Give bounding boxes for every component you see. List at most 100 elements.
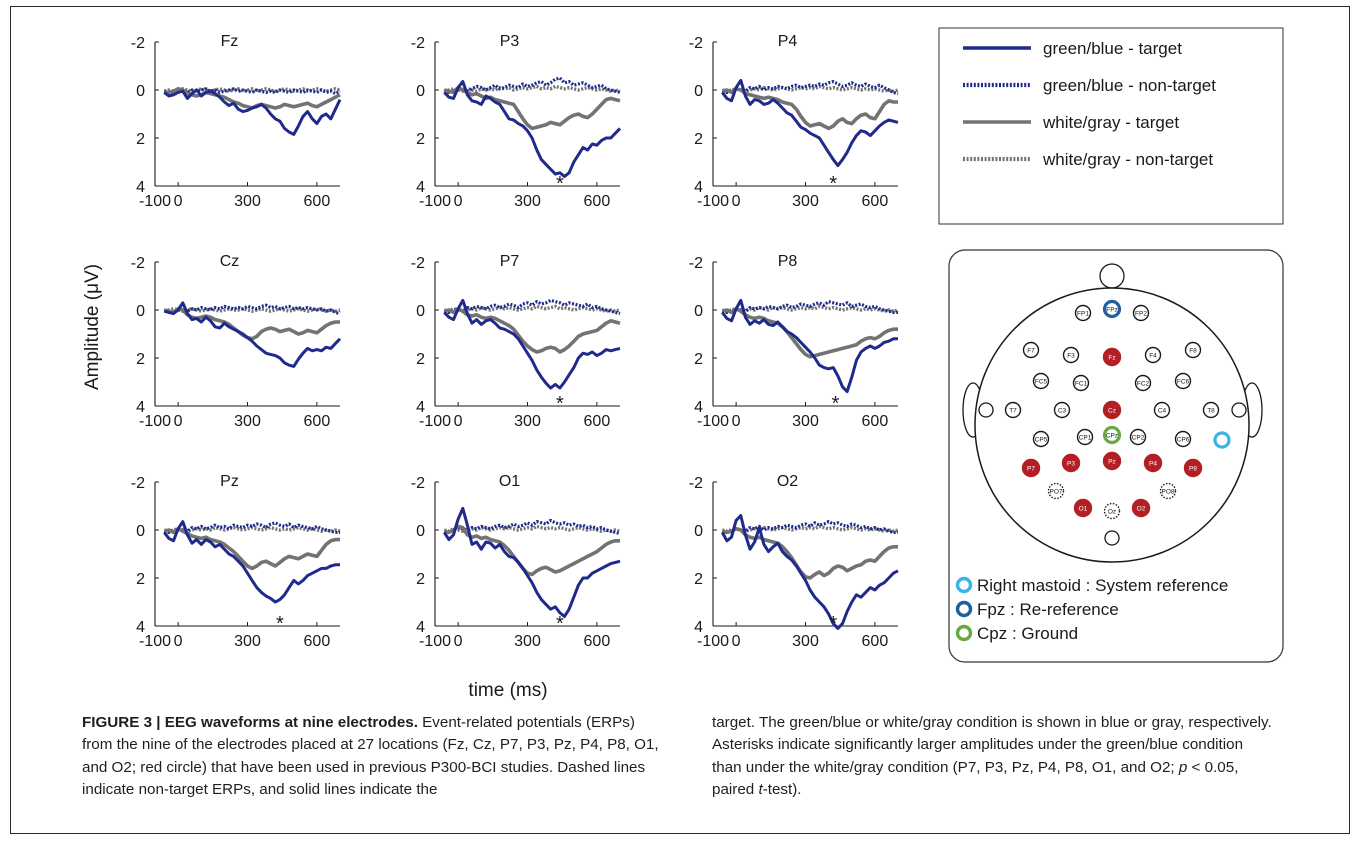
- electrode-label: F3: [1067, 352, 1075, 359]
- x-tick-label: -100: [419, 413, 451, 430]
- electrode-o1: O1: [1073, 498, 1093, 518]
- electrode-cz: Cz: [1102, 400, 1122, 420]
- electrode-marker: [1053, 401, 1071, 419]
- electrode-oz: Oz: [1103, 502, 1121, 520]
- reference-legend-icon: [955, 624, 973, 642]
- electrode-o2: O2: [1131, 498, 1151, 518]
- electrode-label: F8: [1189, 347, 1197, 354]
- x-tick-label: -100: [139, 633, 171, 650]
- y-tick-label: 2: [416, 131, 425, 148]
- electrode-label: FC2: [1137, 380, 1150, 387]
- electrode-label: O1: [1079, 505, 1088, 512]
- electrode-po7: PO7: [1047, 482, 1065, 500]
- significance-asterisk: *: [556, 393, 564, 415]
- white-gray-nontarget-line: [163, 307, 341, 313]
- reference-legend-label: Fpz : Re-reference: [977, 600, 1119, 619]
- electrode-c4: C4: [1153, 401, 1171, 419]
- caption-text-right-c: -test).: [762, 781, 802, 799]
- significance-asterisk: *: [832, 393, 840, 415]
- x-tick-label: 300: [792, 633, 819, 650]
- x-tick-label: 300: [792, 193, 819, 210]
- electrode-marker: [1022, 341, 1040, 359]
- white-gray-target-line: [163, 306, 340, 341]
- electrode-label: C3: [1058, 407, 1067, 414]
- green-blue-nontarget-line: [443, 76, 621, 95]
- electrode-label: P3: [1067, 460, 1075, 467]
- caption-text-left: Event-related potentials (ERPs) from the…: [82, 714, 659, 799]
- electrode-label: PO8: [1161, 488, 1174, 495]
- electrode-fc5: FC5: [1032, 372, 1050, 390]
- y-tick-label: -2: [411, 255, 425, 272]
- electrode-cp1: CP1: [1076, 428, 1094, 446]
- y-tick-label: 0: [694, 523, 703, 540]
- electrode-marker: [1032, 430, 1050, 448]
- electrode-cpz: CPz: [1102, 425, 1122, 445]
- green-blue-target-line: [163, 520, 340, 604]
- electrode-marker: [1102, 425, 1122, 445]
- line-legend: green/blue - target green/blue - non-targ…: [938, 27, 1284, 225]
- x-tick-label: 0: [174, 193, 183, 210]
- white-gray-nontarget-line: [163, 525, 341, 533]
- x-tick-label: 300: [514, 193, 541, 210]
- electrode-head-map: FP1 FPz FP2 F7 F3 Fz F4 F8 FC5 FC1 FC2 FC6 T7 C3 Cz C4 T…: [948, 249, 1284, 663]
- green-blue-target-line: [721, 298, 898, 394]
- electrode-label: CP1: [1079, 434, 1092, 441]
- electrode-cp5: CP5: [1032, 430, 1050, 448]
- significance-asterisk: *: [556, 613, 564, 635]
- electrode-fz: Fz: [1102, 347, 1122, 367]
- reference-legend-label: Cpz : Ground: [977, 624, 1078, 643]
- electrode-marker: [1153, 401, 1171, 419]
- white-gray-target-line: [721, 87, 898, 131]
- panel-title: Fz: [221, 33, 239, 50]
- panel-title: Pz: [220, 473, 239, 490]
- white-gray-nontarget-line: [443, 304, 621, 313]
- head-circle: [974, 287, 1250, 563]
- y-tick-label: 4: [694, 179, 703, 196]
- electrode-label: FC5: [1035, 378, 1048, 385]
- electrode-label: FPz: [1106, 306, 1118, 313]
- electrode-sites: FP1 FPz FP2 F7 F3 Fz F4 F8 FC5 FC1 FC2 FC6 T7 C3 Cz C4 T…: [1004, 299, 1220, 520]
- green-blue-target-line: [443, 298, 621, 390]
- y-tick-label: 2: [136, 131, 145, 148]
- y-tick-label: 4: [416, 179, 425, 196]
- electrode-label: PO7: [1049, 488, 1062, 495]
- electrode-c3: C3: [1053, 401, 1071, 419]
- electrode-f4: F4: [1144, 346, 1162, 364]
- x-tick-label: 600: [584, 193, 611, 210]
- green-blue-nontarget-line: [721, 300, 898, 314]
- electrode-label: P8: [1189, 465, 1197, 472]
- panel-title: P7: [500, 253, 520, 270]
- x-tick-label: 0: [732, 413, 741, 430]
- electrode-marker: [1131, 498, 1151, 518]
- green-blue-nontarget-line: [163, 303, 341, 316]
- y-axis-label: Amplitude (μV): [82, 264, 103, 390]
- inion-icon: [1104, 530, 1120, 546]
- electrode-marker: [1073, 498, 1093, 518]
- green-blue-target-line: [163, 301, 342, 368]
- electrode-marker: [1102, 347, 1122, 367]
- electrode-label: P7: [1027, 465, 1035, 472]
- electrode-f7: F7: [1022, 341, 1040, 359]
- white-gray-target-line: [443, 306, 621, 354]
- reference-legend: Right mastoid : System reference Fpz : Re…: [955, 576, 1228, 643]
- right-mastoid-reference-icon: [1213, 431, 1231, 449]
- electrode-marker: [1047, 482, 1065, 500]
- electrode-p7: P7: [1021, 458, 1041, 478]
- y-tick-label: 4: [136, 619, 145, 636]
- electrode-p3: P3: [1061, 453, 1081, 473]
- y-tick-label: 4: [416, 399, 425, 416]
- x-tick-label: 600: [584, 413, 611, 430]
- electrode-cp2: CP2: [1129, 428, 1147, 446]
- electrode-marker: [1159, 482, 1177, 500]
- electrode-label: FP1: [1077, 310, 1089, 317]
- x-tick-label: -100: [139, 413, 171, 430]
- white-gray-nontarget-line: [721, 84, 899, 93]
- x-tick-label: 300: [514, 633, 541, 650]
- significance-asterisk: *: [556, 173, 564, 195]
- x-tick-label: 600: [862, 193, 889, 210]
- electrode-marker: [1144, 346, 1162, 364]
- x-tick-label: 600: [862, 413, 889, 430]
